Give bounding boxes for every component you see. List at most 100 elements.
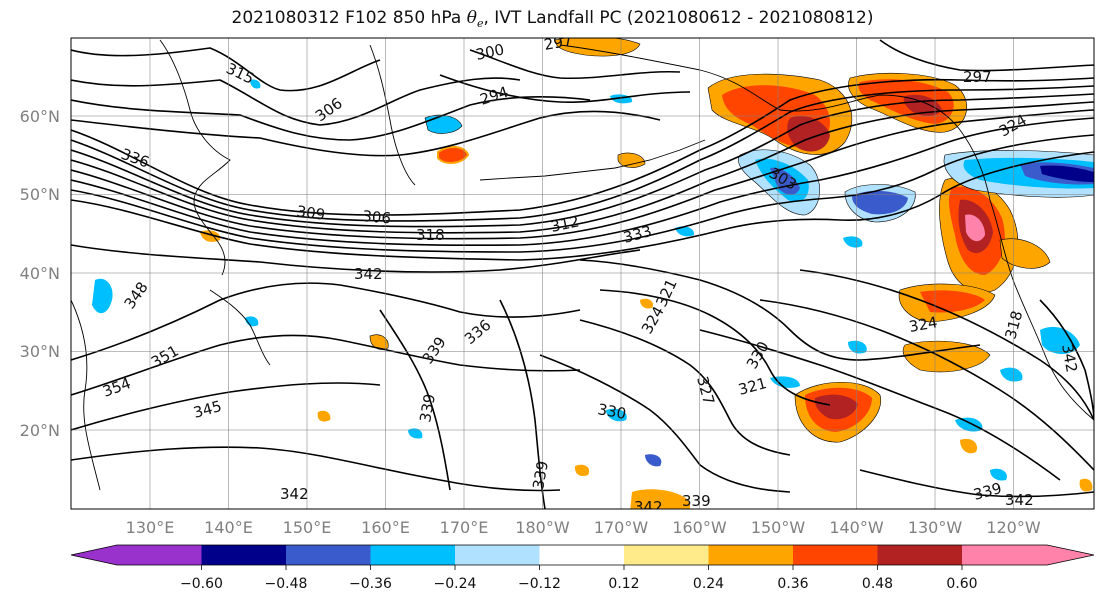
contour-label: 342: [1005, 491, 1034, 509]
negative-anomaly-region: [606, 408, 627, 422]
colorbar-tick-label: 0.24: [693, 576, 724, 592]
lat-tick-label: 60°N: [20, 107, 60, 126]
contour-line: [379, 309, 451, 491]
contour-line: [579, 259, 981, 361]
colorbar-outline: [70, 544, 1095, 566]
lon-tick-label: 160°W: [672, 518, 727, 537]
contour-label: 297: [543, 31, 574, 54]
contour-line: [71, 110, 661, 157]
colorbar-swatch: [708, 545, 793, 565]
coastline-na-west: [989, 199, 1094, 421]
lon-tick-label: 180°W: [515, 518, 570, 537]
lon-tick-label: 150°E: [283, 518, 332, 537]
lon-tick-label: 150°W: [751, 518, 806, 537]
graticule: [71, 38, 1094, 509]
coastline-asia: [159, 39, 231, 276]
contour-label: 330: [596, 400, 627, 423]
negative-anomaly-region: [770, 167, 800, 195]
colorbar-swatch: [624, 545, 709, 565]
coastline-aleutians: [479, 139, 706, 181]
contour-line: [71, 101, 1094, 234]
coastline-alaska: [559, 44, 991, 201]
positive-anomaly-region: [630, 489, 690, 509]
contour-line: [71, 109, 1094, 240]
positive-anomaly-region: [574, 464, 590, 476]
contour-label: 339: [682, 492, 711, 510]
negative-anomaly-region: [852, 190, 908, 215]
colorbar-tick-label: 0.60: [946, 576, 977, 592]
positive-anomaly-region: [965, 214, 985, 242]
negative-anomaly-region: [424, 114, 463, 134]
title-suffix: , IVT Landfall PC (2021080612 - 20210808…: [483, 8, 874, 28]
contour-line: [71, 77, 521, 126]
contour-line: [599, 289, 831, 406]
colorbar-tick-label: −0.48: [265, 576, 308, 592]
contour-line: [879, 39, 1094, 72]
colorbar-tick-label: −0.24: [434, 576, 477, 592]
lon-tick-label: 170°W: [594, 518, 649, 537]
contour-line: [1039, 299, 1094, 421]
positive-anomaly-region: [617, 152, 646, 168]
figure-title: 2021080312 F102 850 hPa θe, IVT Landfall…: [0, 8, 1105, 30]
lat-tick-label: 40°N: [20, 264, 60, 283]
title-theta-subscript: e: [476, 17, 484, 30]
map-border: [70, 37, 1095, 510]
shaded-fill-layer: [92, 38, 1094, 509]
theta-e-contours: [71, 39, 1094, 509]
colorbar-ticks: [201, 565, 963, 570]
contour-line: [71, 446, 561, 492]
contour-label: 297: [963, 68, 992, 86]
contour-line: [539, 354, 791, 493]
lat-tick-label: 30°N: [20, 342, 60, 361]
lon-tick-label: 120°W: [986, 518, 1041, 537]
negative-anomaly-region: [92, 278, 113, 314]
negative-anomaly-region: [245, 316, 259, 327]
colorbar-tick-labels: −0.60 −0.48 −0.36 −0.24 −0.12 0.12 0.24 …: [180, 576, 978, 592]
lon-tick-label: 160°E: [361, 518, 410, 537]
negative-anomaly-region: [1040, 326, 1080, 355]
contour-label: 312: [549, 212, 581, 236]
contour-line: [579, 319, 791, 456]
lat-tick-label: 50°N: [20, 185, 60, 204]
contour-label: 339: [416, 392, 439, 423]
contour-label: 342: [634, 498, 663, 516]
contour-label: 306: [362, 207, 392, 227]
colorbar-swatch: [71, 545, 202, 565]
title-prefix: 2021080312 F102 850 hPa: [231, 8, 467, 28]
negative-anomaly-region: [770, 376, 800, 388]
lat-tick-label: 20°N: [20, 421, 60, 440]
contour-label: 339: [529, 459, 552, 490]
contour-label: 342: [280, 485, 309, 503]
contour-line: [859, 469, 1094, 498]
negative-anomaly-region: [250, 79, 261, 89]
positive-anomaly-region: [640, 298, 654, 309]
contour-line: [71, 151, 1094, 261]
colorbar-swatch: [370, 545, 455, 565]
negative-anomaly-region: [645, 454, 662, 467]
contour-line: [71, 117, 1094, 247]
colorbar-tick-label: 0.36: [777, 576, 808, 592]
positive-anomaly-region: [369, 334, 389, 350]
positive-anomaly-region: [554, 38, 641, 57]
lon-tick-label: 130°W: [908, 518, 963, 537]
colorbar-swatch: [201, 545, 286, 565]
positive-anomaly-region: [437, 146, 470, 164]
negative-anomaly-region: [955, 417, 983, 432]
colorbar-tick-label: −0.12: [518, 576, 561, 592]
colorbar-tick-label: 0.48: [862, 576, 893, 592]
colorbar-swatch: [793, 545, 878, 565]
lon-tick-label: 170°E: [440, 518, 489, 537]
contour-line: [71, 334, 581, 396]
title-theta-symbol: θ: [466, 8, 477, 28]
colorbar-swatch: [962, 545, 1094, 565]
latitude-labels: 60°N 50°N 40°N 30°N 20°N: [20, 107, 60, 440]
colorbar-swatch: [877, 545, 962, 565]
negative-anomaly-region: [675, 226, 695, 237]
contour-line: [71, 47, 381, 92]
positive-anomaly-region: [317, 410, 331, 422]
contour-label: 318: [416, 226, 445, 244]
contour-line: [499, 299, 546, 509]
negative-anomaly-region: [1040, 165, 1094, 182]
colorbar-tick-label: −0.60: [180, 576, 223, 592]
